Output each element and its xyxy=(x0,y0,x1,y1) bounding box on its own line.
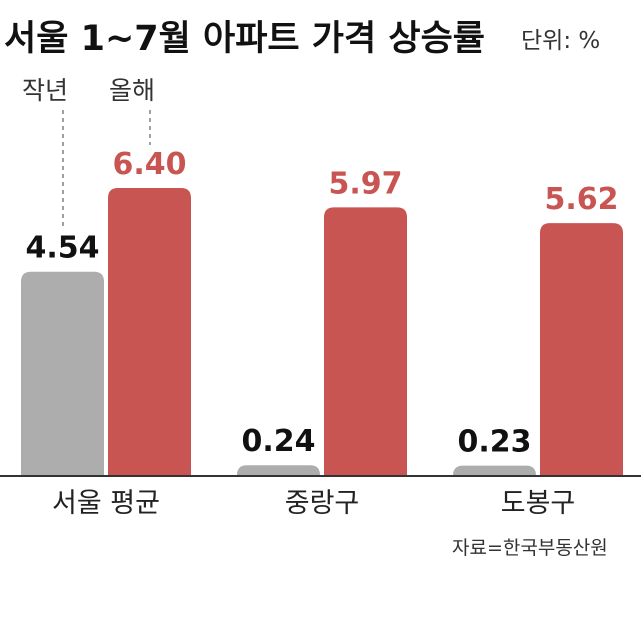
category-label-2: 도봉구 xyxy=(501,488,576,519)
bar-this-year-0 xyxy=(108,188,191,476)
data-label-this-year-1: 5.97 xyxy=(328,166,402,201)
unit-label: 단위: % xyxy=(521,28,600,54)
data-label-this-year-0: 6.40 xyxy=(112,147,186,182)
data-label-last-year-1: 0.24 xyxy=(241,424,315,459)
chart-title: 서울 1~7월 아파트 가격 상승률 xyxy=(4,19,485,59)
category-label-0: 서울 평균 xyxy=(52,488,160,519)
bar-marks: 4.54 6.40 0.24 5.97 0.23 5.62 xyxy=(21,147,623,476)
data-label-last-year-2: 0.23 xyxy=(457,425,531,460)
data-label-this-year-2: 5.62 xyxy=(544,182,618,217)
bar-last-year-1 xyxy=(237,465,320,476)
category-label-1: 중랑구 xyxy=(285,488,360,519)
bar-last-year-2 xyxy=(453,465,536,476)
legend-label-last-year: 작년 xyxy=(22,76,68,105)
bar-last-year-0 xyxy=(21,271,104,476)
source-note: 자료=한국부동산원 xyxy=(452,537,608,559)
bar-this-year-2 xyxy=(540,223,623,476)
legend-label-this-year: 올해 xyxy=(109,76,155,105)
data-label-last-year-0: 4.54 xyxy=(25,231,99,266)
bar-this-year-1 xyxy=(324,207,407,476)
